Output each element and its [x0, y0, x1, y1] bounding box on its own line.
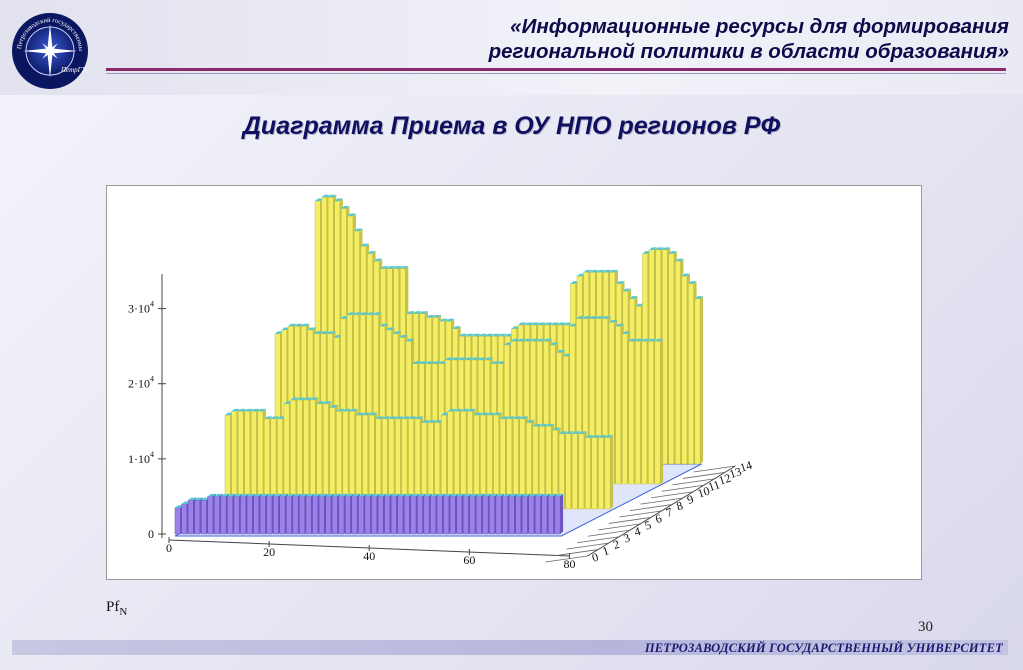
- header-band: [0, 0, 1023, 95]
- y-axis-tick-label: 8: [675, 498, 685, 513]
- z-axis-tick-label: 2·104: [128, 375, 154, 391]
- chart-bar: [694, 296, 704, 465]
- y-axis-tick-label: 12: [717, 471, 733, 488]
- y-axis-tick: [682, 472, 725, 479]
- z-axis-tick-label: 3·104: [128, 300, 154, 316]
- header-title-line-1: «Информационные ресурсы для формирования: [510, 15, 1009, 38]
- y-axis-tick-label: 11: [706, 477, 721, 494]
- y-axis-tick-label: 7: [664, 505, 674, 520]
- y-axis-tick: [555, 549, 599, 556]
- z-axis-tick-label: 1·104: [128, 450, 154, 466]
- y-axis-tick: [629, 504, 673, 511]
- x-axis-tick-label: 0: [166, 541, 172, 555]
- chart-bar: [554, 493, 564, 535]
- chart-caption: PfN: [106, 599, 127, 618]
- y-axis-tick-label: 5: [643, 518, 653, 533]
- x-axis-tick-label: 80: [563, 557, 575, 571]
- logo-center-text: ПетрГУ: [60, 66, 88, 74]
- y-axis-tick: [661, 484, 704, 492]
- x-axis-tick-label: 40: [363, 549, 375, 563]
- y-axis-tick: [598, 523, 641, 531]
- y-axis-tick-label: 6: [653, 511, 663, 526]
- y-axis-tick-label: 10: [696, 484, 712, 501]
- slide-title: Диаграмма Приема в ОУ НПО регионов РФ: [242, 112, 781, 140]
- chart-bar: [604, 435, 614, 510]
- y-axis-tick: [587, 529, 630, 537]
- y-axis-tick-label: 1: [601, 543, 611, 558]
- chart-caption-sub: N: [119, 606, 128, 618]
- y-axis-tick-label: 0: [590, 550, 600, 565]
- chart-frame: 0 1·104 2·104 3·104 0 20 40 60 80 0 1 2 3 4 5 6 7 8 9 10 11 1…: [106, 185, 922, 580]
- footer-university-name: ПЕТРОЗАВОДСКИЙ ГОСУДАРСТВЕННЫЙ УНИВЕРСИТ…: [644, 641, 1003, 655]
- y-axis-tick-label: 2: [611, 537, 621, 552]
- y-axis-tick-label: 14: [738, 458, 754, 475]
- header-title-line-2: региональной политики в области образова…: [488, 40, 1009, 63]
- y-axis-tick-label: 9: [685, 492, 695, 507]
- y-axis-tick: [651, 491, 694, 499]
- university-star-logo-icon: Петрозаводский государственный университ…: [11, 12, 89, 90]
- y-axis-tick: [672, 478, 715, 486]
- z-axis-tick-label: 0: [148, 527, 154, 541]
- footer-bar: [12, 640, 1008, 655]
- y-axis-tick: [608, 517, 651, 524]
- x-axis-tick-label: 20: [263, 545, 275, 559]
- chart-caption-main: Pf: [106, 599, 120, 615]
- y-axis-tick: [545, 555, 588, 563]
- y-axis-tick-label: 4: [632, 524, 642, 539]
- x-axis-tick-label: 60: [463, 553, 475, 567]
- y-axis-tick: [693, 465, 736, 473]
- y-axis-tick: [619, 510, 662, 518]
- header-title: «Информационные ресурсы для формирования…: [249, 14, 1009, 64]
- header-divider: [106, 68, 1006, 71]
- page-number: 30: [918, 619, 933, 635]
- y-axis-tick: [640, 497, 683, 505]
- y-axis-tick-label: 13: [727, 464, 743, 481]
- y-axis-tick-label: 3: [622, 530, 632, 545]
- y-axis-tick: [577, 536, 620, 544]
- header-divider-thin: [106, 73, 1006, 74]
- chart-bar: [654, 338, 664, 485]
- y-axis-tick: [566, 542, 609, 550]
